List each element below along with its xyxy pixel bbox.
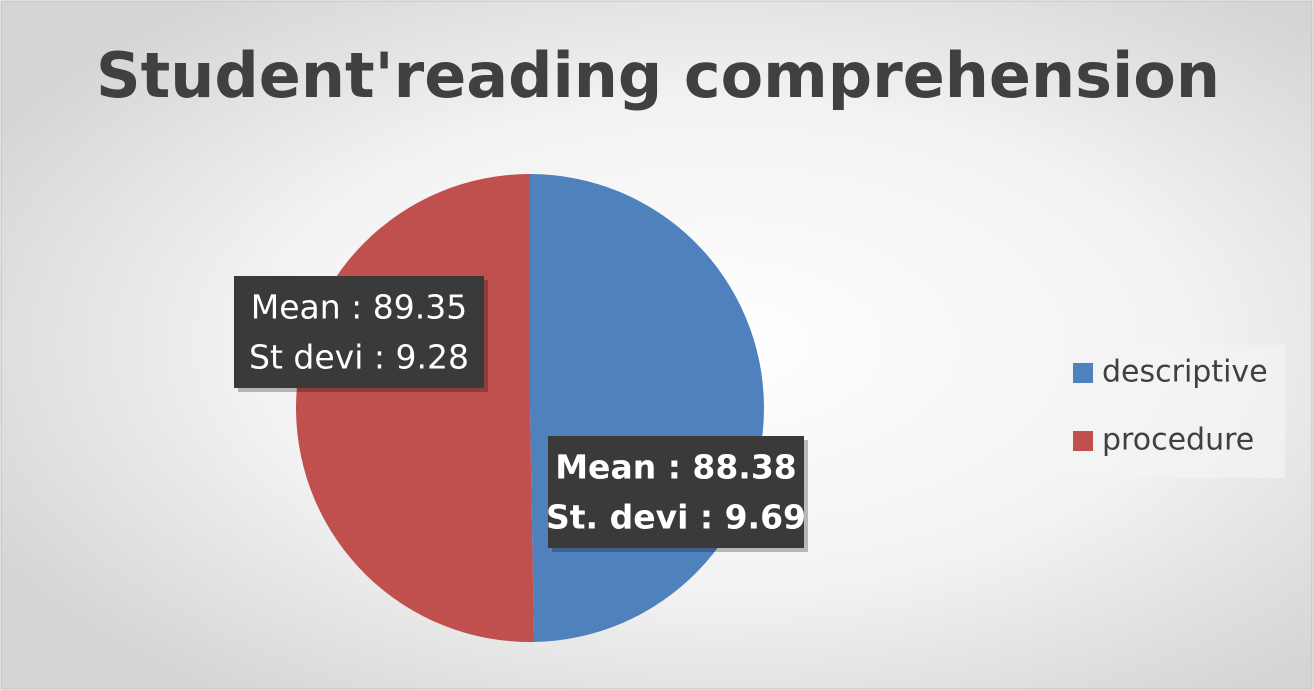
legend-swatch (1073, 363, 1093, 383)
legend-swatch (1073, 431, 1093, 451)
data-label: St. devi : 9.69 (546, 498, 806, 537)
legend-box (1065, 345, 1285, 478)
data-label-box (548, 436, 804, 548)
legend-label: procedure (1102, 423, 1254, 458)
data-label: St devi : 9.28 (249, 338, 469, 377)
legend-label: descriptive (1102, 355, 1268, 390)
data-label-box (234, 276, 484, 388)
data-label: Mean : 88.38 (555, 448, 797, 487)
data-label: Mean : 89.35 (251, 288, 467, 327)
chart-title: Student'reading comprehension (96, 39, 1220, 112)
